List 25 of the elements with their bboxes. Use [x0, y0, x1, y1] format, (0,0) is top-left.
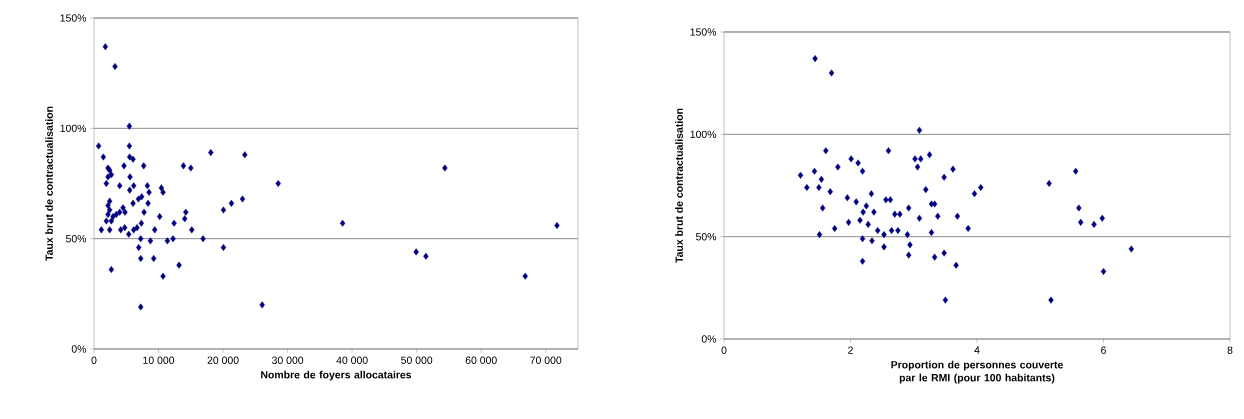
x-tick-label: 8	[1227, 346, 1233, 354]
y-axis-title: Taux brut de contractualisation	[45, 106, 53, 261]
x-tick-label: 10 000	[143, 356, 175, 364]
x-tick-label: 6	[1101, 346, 1106, 354]
y-tick-label: 0%	[701, 335, 717, 343]
y-tick-label: 50%	[695, 232, 717, 241]
y-tick-label: 0%	[71, 345, 87, 353]
x-tick-label: 20 000	[207, 356, 239, 364]
y-tick-label: 100%	[60, 124, 87, 133]
x-tick-label: 4	[974, 346, 980, 354]
y-tick-label: 150%	[60, 14, 87, 22]
y-axis-title: Taux brut de contractualisation	[675, 108, 683, 263]
y-tick-label: 50%	[65, 234, 87, 243]
x-tick-label: 60 000	[465, 356, 497, 364]
x-tick-label: 40 000	[336, 356, 368, 364]
x-tick-label: 50 000	[401, 356, 433, 364]
x-tick-label: 0	[91, 356, 97, 364]
x-axis-title: Nombre de foyers allocataires	[261, 370, 412, 381]
x-tick-label: 30 000	[271, 356, 304, 364]
x-axis-title: Proportion de personnes couverte par le RMI (pour 100 habitants)	[891, 360, 1063, 384]
x-tick-label: 0	[721, 346, 727, 354]
x-tick-label: 70 000	[530, 356, 562, 364]
x-tick-label: 2	[848, 346, 853, 354]
y-tick-label: 150%	[690, 28, 717, 36]
y-tick-label: 100%	[690, 130, 717, 139]
